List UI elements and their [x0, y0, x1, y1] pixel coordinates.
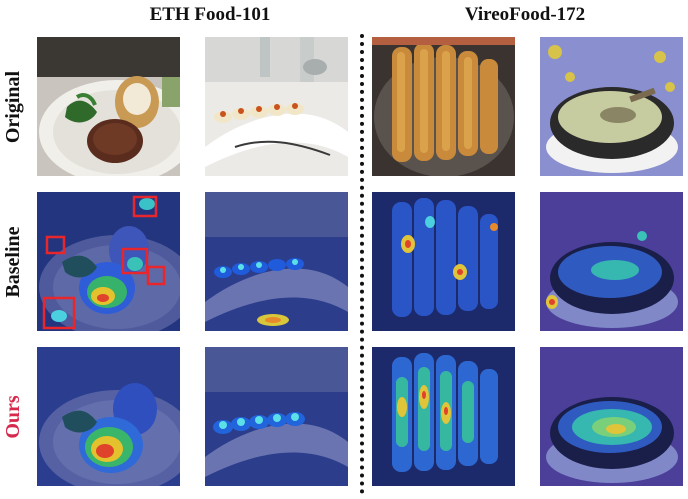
image-original-steak [37, 37, 180, 176]
row-label-ours: Ours [2, 395, 24, 439]
row-label-original: Original [2, 70, 24, 144]
image-baseline-fried-dough [372, 192, 515, 331]
image-ours-steak [37, 347, 180, 486]
image-ours-deviled-eggs [205, 347, 348, 486]
row-label-baseline: Baseline [2, 226, 24, 298]
image-original-deviled-eggs [205, 37, 348, 176]
image-original-soup [540, 37, 683, 176]
column-divider [360, 34, 364, 494]
image-baseline-deviled-eggs [205, 192, 348, 331]
image-original-fried-dough [372, 37, 515, 176]
title-vireofood-172: VireoFood-172 [464, 4, 586, 25]
image-baseline-soup [540, 192, 683, 331]
image-baseline-steak [37, 192, 180, 331]
title-eth-food-101: ETH Food-101 [149, 4, 271, 25]
image-ours-fried-dough [372, 347, 515, 486]
image-ours-soup [540, 347, 683, 486]
